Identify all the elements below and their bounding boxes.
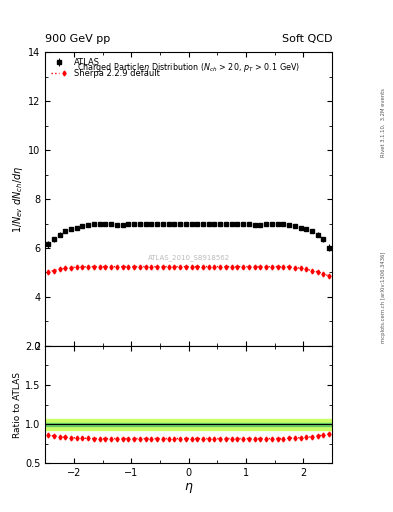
Bar [45, 419, 332, 430]
Text: 900 GeV pp: 900 GeV pp [45, 33, 110, 44]
Text: mcplots.cern.ch [arXiv:1306.3436]: mcplots.cern.ch [arXiv:1306.3436] [381, 251, 386, 343]
Bar [45, 422, 332, 426]
Text: Charged Particle$\eta$ Distribution ($N_{ch}$ > 20, $p_T$ > 0.1 GeV): Charged Particle$\eta$ Distribution ($N_… [77, 61, 300, 74]
Text: ATLAS_2010_S8918562: ATLAS_2010_S8918562 [148, 254, 230, 261]
Y-axis label: $1/N_{ev}\ dN_{ch}/d\eta$: $1/N_{ev}\ dN_{ch}/d\eta$ [11, 165, 25, 233]
Y-axis label: Ratio to ATLAS: Ratio to ATLAS [13, 372, 22, 438]
Text: Soft QCD: Soft QCD [282, 33, 332, 44]
Text: Rivet 3.1.10,  3.2M events: Rivet 3.1.10, 3.2M events [381, 89, 386, 157]
X-axis label: $\eta$: $\eta$ [184, 481, 193, 495]
Legend: ATLAS, Sherpa 2.2.9 default: ATLAS, Sherpa 2.2.9 default [50, 56, 162, 80]
